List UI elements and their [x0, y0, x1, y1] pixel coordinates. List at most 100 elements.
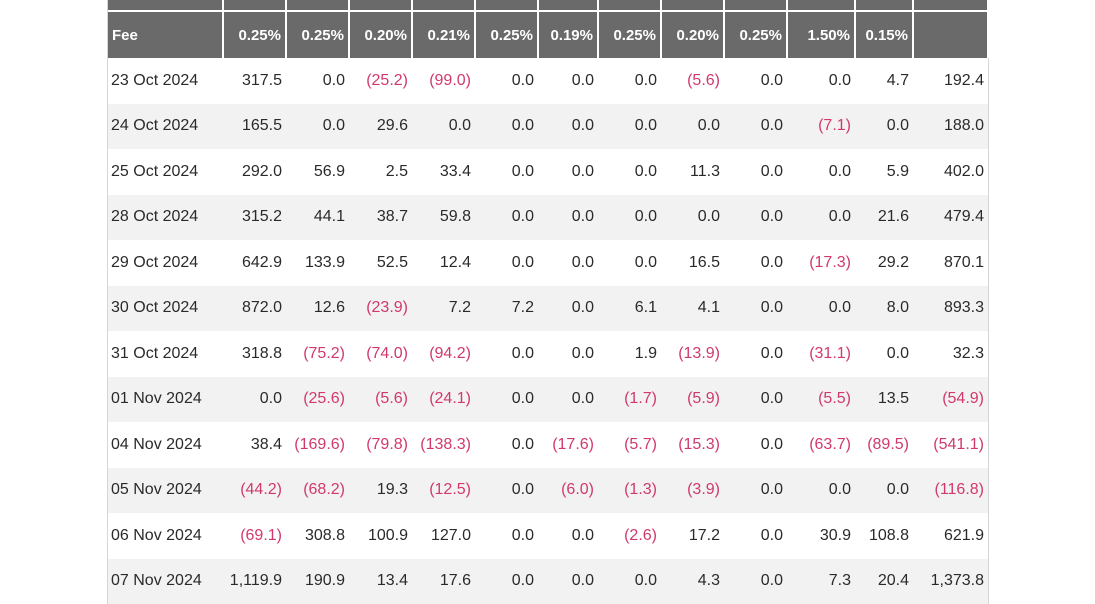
value-cell: 308.8 [286, 513, 349, 559]
date-cell: 05 Nov 2024 [108, 468, 223, 514]
value-cell: (25.2) [349, 58, 412, 104]
value-cell: 0.0 [475, 468, 538, 514]
value-cell: 32.3 [913, 331, 988, 377]
value-cell: 16.5 [661, 240, 724, 286]
value-cell: 17.6 [412, 559, 475, 604]
value-cell: 165.5 [223, 104, 286, 150]
value-cell: (17.6) [538, 422, 598, 468]
value-cell: 12.6 [286, 286, 349, 332]
value-cell: 893.3 [913, 286, 988, 332]
value-cell: (68.2) [286, 468, 349, 514]
value-cell: (74.0) [349, 331, 412, 377]
value-cell: (25.6) [286, 377, 349, 423]
value-cell: (1.7) [598, 377, 661, 423]
value-cell: 0.0 [724, 377, 787, 423]
value-cell: 188.0 [913, 104, 988, 150]
value-cell: 0.0 [787, 468, 855, 514]
value-cell: 6.1 [598, 286, 661, 332]
value-cell: 315.2 [223, 195, 286, 241]
value-cell: (75.2) [286, 331, 349, 377]
value-cell: (5.5) [787, 377, 855, 423]
value-cell: 56.9 [286, 149, 349, 195]
fee-header-cell: 0.25% [286, 11, 349, 58]
table-header: Fee 0.25% 0.25% 0.20% 0.21% 0.25% 0.19% … [108, 0, 988, 58]
fee-flows-table: Fee 0.25% 0.25% 0.20% 0.21% 0.25% 0.19% … [108, 0, 989, 604]
value-cell: 133.9 [286, 240, 349, 286]
date-cell: 31 Oct 2024 [108, 331, 223, 377]
fee-header-cell: 0.15% [855, 11, 913, 58]
fee-header-cell: 0.25% [598, 11, 661, 58]
fee-header-cell: 0.25% [223, 11, 286, 58]
value-cell: 0.0 [724, 513, 787, 559]
value-cell: 7.3 [787, 559, 855, 604]
value-cell: 21.6 [855, 195, 913, 241]
value-cell: (79.8) [349, 422, 412, 468]
value-cell: 0.0 [538, 240, 598, 286]
value-cell: (7.1) [787, 104, 855, 150]
value-cell: 2.5 [349, 149, 412, 195]
value-cell: 0.0 [855, 331, 913, 377]
date-cell: 23 Oct 2024 [108, 58, 223, 104]
value-cell: 0.0 [724, 559, 787, 604]
value-cell: 7.2 [412, 286, 475, 332]
fee-header-cell: 0.20% [661, 11, 724, 58]
date-cell: 06 Nov 2024 [108, 513, 223, 559]
value-cell: 38.4 [223, 422, 286, 468]
value-cell: (94.2) [412, 331, 475, 377]
header-row-truncated [108, 0, 988, 11]
value-cell: 192.4 [913, 58, 988, 104]
value-cell: (3.9) [661, 468, 724, 514]
value-cell: 127.0 [412, 513, 475, 559]
value-cell: 1.9 [598, 331, 661, 377]
value-cell: 0.0 [538, 377, 598, 423]
value-cell: 0.0 [538, 513, 598, 559]
value-cell: (17.3) [787, 240, 855, 286]
date-cell: 28 Oct 2024 [108, 195, 223, 241]
value-cell: 0.0 [598, 559, 661, 604]
value-cell: 52.5 [349, 240, 412, 286]
value-cell: 12.4 [412, 240, 475, 286]
value-cell: 0.0 [475, 559, 538, 604]
fee-header-cell: 0.21% [412, 11, 475, 58]
value-cell: 642.9 [223, 240, 286, 286]
value-cell: 0.0 [724, 104, 787, 150]
value-cell: 0.0 [475, 149, 538, 195]
fee-header-cell: 0.25% [724, 11, 787, 58]
fee-header-cell: 1.50% [787, 11, 855, 58]
value-cell: 29.6 [349, 104, 412, 150]
date-cell: 07 Nov 2024 [108, 559, 223, 604]
value-cell: 190.9 [286, 559, 349, 604]
value-cell: 13.4 [349, 559, 412, 604]
value-cell: 38.7 [349, 195, 412, 241]
value-cell: (44.2) [223, 468, 286, 514]
value-cell: 292.0 [223, 149, 286, 195]
value-cell: (13.9) [661, 331, 724, 377]
value-cell: (1.3) [598, 468, 661, 514]
value-cell: 8.0 [855, 286, 913, 332]
date-cell: 04 Nov 2024 [108, 422, 223, 468]
value-cell: (24.1) [412, 377, 475, 423]
value-cell: (6.0) [538, 468, 598, 514]
value-cell: 0.0 [661, 104, 724, 150]
value-cell: 0.0 [538, 286, 598, 332]
value-cell: 0.0 [475, 377, 538, 423]
value-cell: (23.9) [349, 286, 412, 332]
value-cell: (5.9) [661, 377, 724, 423]
value-cell: 0.0 [538, 559, 598, 604]
value-cell: 30.9 [787, 513, 855, 559]
value-cell: 0.0 [724, 149, 787, 195]
value-cell: 0.0 [475, 513, 538, 559]
value-cell: (54.9) [913, 377, 988, 423]
value-cell: (5.7) [598, 422, 661, 468]
value-cell: 0.0 [724, 286, 787, 332]
value-cell: 0.0 [787, 149, 855, 195]
value-cell: 0.0 [598, 240, 661, 286]
value-cell: 0.0 [598, 104, 661, 150]
